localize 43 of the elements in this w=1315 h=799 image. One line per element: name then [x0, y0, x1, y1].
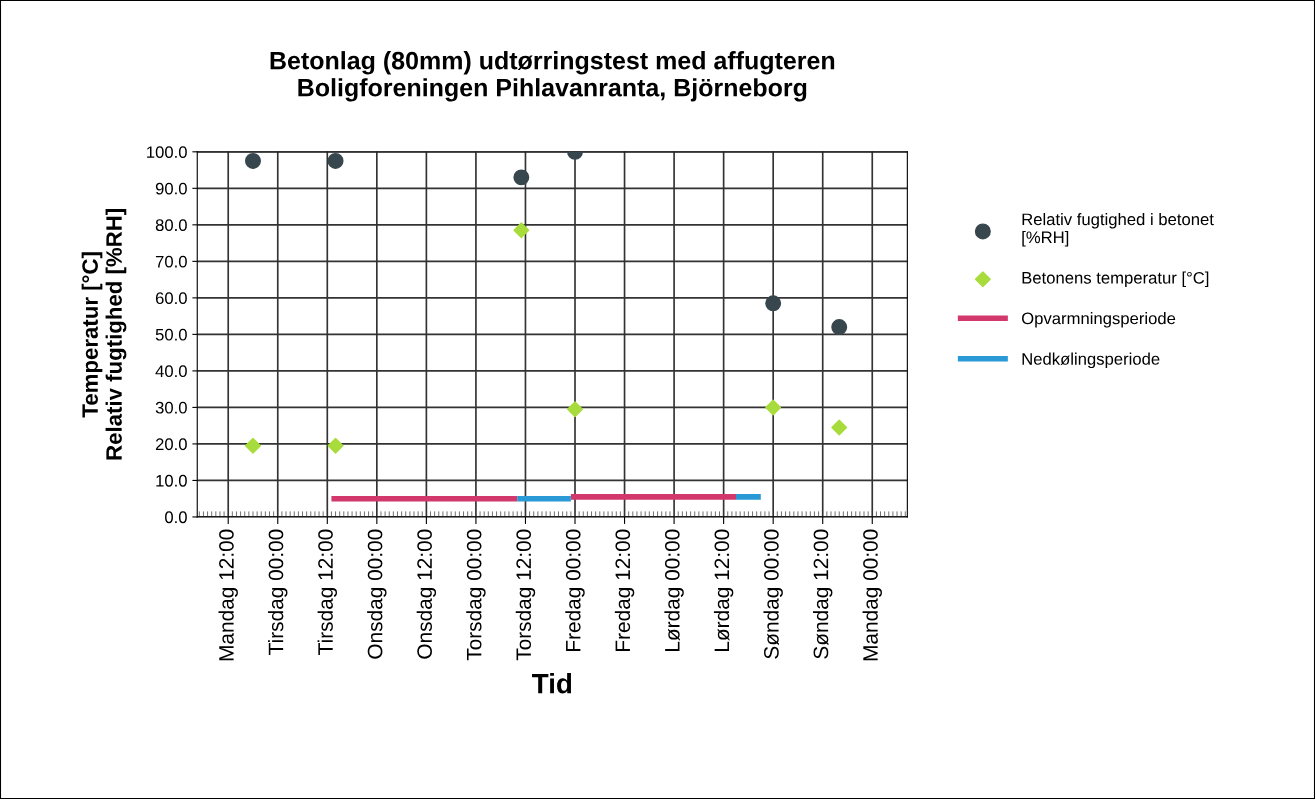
point — [765, 399, 782, 416]
y-tick-label: 50.0 — [155, 328, 187, 341]
point — [327, 437, 344, 454]
y-tick-label: 10.0 — [156, 474, 187, 487]
x-tick-label: Lørdag 00:00 — [664, 529, 684, 651]
point — [765, 295, 782, 312]
y-tick-label: 70.0 — [155, 255, 187, 268]
y-tick-label: 20.0 — [155, 438, 187, 451]
legend-label: Nedkølingsperiode — [1022, 352, 1160, 369]
x-tick-label: Torsdag 12:00 — [515, 529, 536, 661]
x-tick-label: Lørdag 12:00 — [713, 529, 734, 651]
x-tick-label: Onsdag 00:00 — [367, 529, 387, 659]
y-tick-label: 90.0 — [155, 182, 187, 195]
point — [513, 222, 530, 239]
point — [831, 319, 848, 336]
y-tick-label: 80.0 — [155, 219, 187, 232]
point — [245, 437, 261, 454]
legend-label: Betonens temperatur [°C] — [1022, 271, 1209, 288]
x-axis-title: Tid — [532, 673, 572, 694]
point — [513, 169, 530, 186]
point — [245, 152, 261, 169]
x-tick-label: Søndag 12:00 — [813, 529, 833, 659]
x-tick-label: Tirsdag 00:00 — [268, 529, 288, 655]
x-tick-label: Fredag 00:00 — [565, 529, 585, 651]
x-tick-label: Onsdag 12:00 — [416, 529, 437, 659]
point — [831, 419, 848, 436]
y-tick-label: 40.0 — [155, 365, 187, 378]
x-tick-label: Torsdag 00:00 — [466, 529, 486, 661]
y-axis-title: Temperatur [°C] Relativ fugtighed [%RH] — [81, 209, 127, 460]
point — [327, 152, 344, 169]
x-tick-label: Fredag 12:00 — [614, 529, 635, 651]
x-tick-label: Tirsdag 12:00 — [317, 529, 338, 655]
x-tick-label: Søndag 00:00 — [763, 529, 783, 659]
y-tick-label: 30.0 — [155, 401, 187, 414]
legend-label: Opvarmningsperiode — [1021, 312, 1176, 328]
x-tick-label: Mandag 00:00 — [862, 529, 882, 661]
chart-title: Betonlag (80mm) udtørringstest med affugteren Boligforeningen Pihlavanranta, Björneborg — [270, 51, 835, 102]
y-tick-label: 0.0 — [165, 511, 187, 524]
point — [567, 401, 583, 418]
y-tick-label: 60.0 — [155, 292, 187, 305]
y-tick-label: 100.0 — [147, 146, 187, 159]
x-tick-label: Mandag 12:00 — [218, 529, 238, 661]
legend-label: Relativ fugtighed i betonet [%RH] — [1022, 213, 1214, 247]
